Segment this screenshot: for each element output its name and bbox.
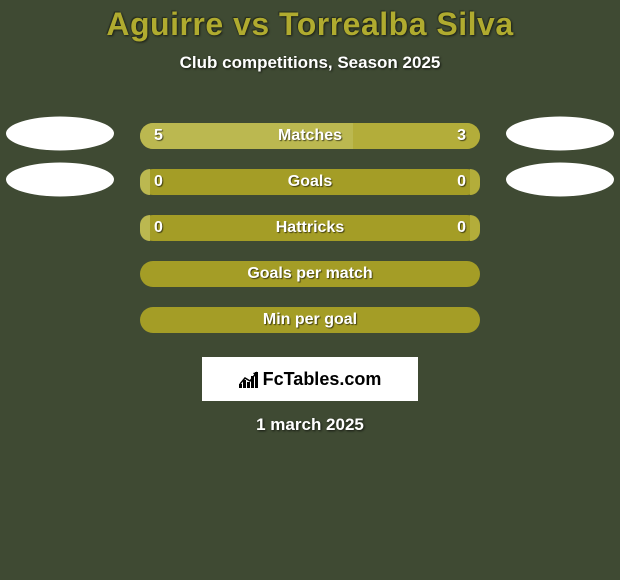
stat-row: Goals per match bbox=[0, 251, 620, 297]
right-player-flag-icon bbox=[506, 117, 614, 156]
stat-rows: Matches 5 3 Goals 0 0 Hattricks 0 0 Goals per mat… bbox=[0, 113, 620, 343]
stat-label: Goals bbox=[288, 173, 332, 191]
stat-value-right: 0 bbox=[457, 173, 466, 191]
subtitle: Club competitions, Season 2025 bbox=[0, 53, 620, 73]
branding-box: FcTables.com bbox=[202, 357, 418, 401]
stat-label: Hattricks bbox=[276, 219, 344, 237]
stat-value-left: 5 bbox=[154, 127, 163, 145]
stat-row: Matches 5 3 bbox=[0, 113, 620, 159]
branding-text: FcTables.com bbox=[263, 369, 382, 390]
left-player-flag-icon bbox=[6, 163, 114, 202]
bar-fill-left bbox=[140, 169, 150, 195]
stat-value-left: 0 bbox=[154, 219, 163, 237]
stat-row: Goals 0 0 bbox=[0, 159, 620, 205]
stat-bar: Goals per match bbox=[140, 261, 480, 287]
stat-label: Goals per match bbox=[247, 265, 372, 283]
stat-bar: Goals 0 0 bbox=[140, 169, 480, 195]
bar-chart-icon bbox=[239, 370, 259, 388]
stat-value-left: 0 bbox=[154, 173, 163, 191]
page-title: Aguirre vs Torrealba Silva bbox=[0, 0, 620, 43]
right-player-flag-icon bbox=[506, 163, 614, 202]
stat-label: Matches bbox=[278, 127, 342, 145]
stat-row: Min per goal bbox=[0, 297, 620, 343]
stat-value-right: 3 bbox=[457, 127, 466, 145]
date-label: 1 march 2025 bbox=[0, 415, 620, 435]
stat-bar: Min per goal bbox=[140, 307, 480, 333]
bar-fill-right bbox=[470, 215, 480, 241]
left-player-flag-icon bbox=[6, 117, 114, 156]
bar-fill-left bbox=[140, 215, 150, 241]
comparison-infographic: Aguirre vs Torrealba Silva Club competit… bbox=[0, 0, 620, 580]
stat-row: Hattricks 0 0 bbox=[0, 205, 620, 251]
stat-value-right: 0 bbox=[457, 219, 466, 237]
bar-fill-right bbox=[470, 169, 480, 195]
stat-bar: Matches 5 3 bbox=[140, 123, 480, 149]
stat-label: Min per goal bbox=[263, 311, 357, 329]
stat-bar: Hattricks 0 0 bbox=[140, 215, 480, 241]
